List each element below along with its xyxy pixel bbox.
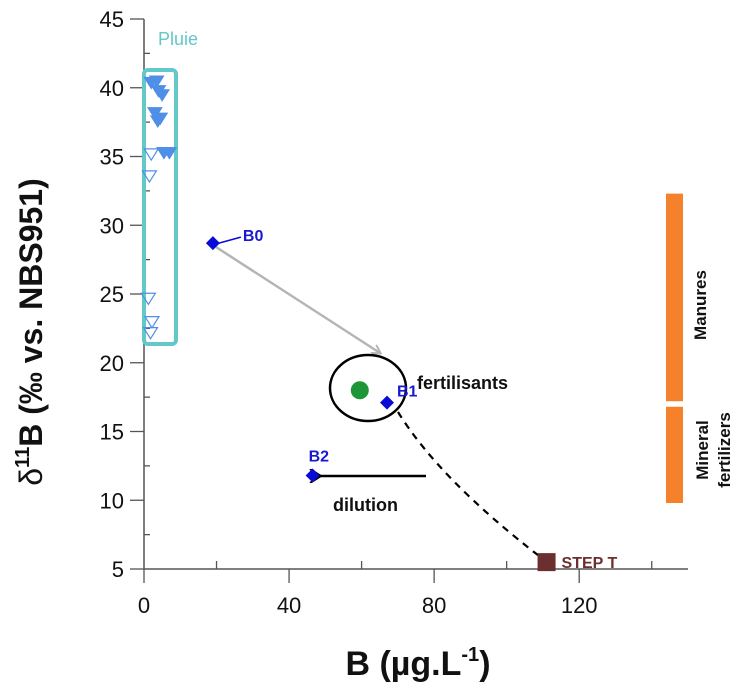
x-tick-labels: 0 40 80 120 — [138, 593, 598, 618]
y-tick-label: 30 — [100, 213, 124, 238]
rain-point — [148, 75, 165, 89]
fertilisants-label: fertilisants — [417, 373, 508, 393]
rain-point — [140, 292, 157, 306]
y-tick-label: 15 — [100, 420, 124, 445]
x-tick-label: 80 — [422, 593, 446, 618]
y-axis-title-delta: δ — [13, 468, 49, 486]
mineral-label: Mineral fertilizers — [693, 412, 734, 488]
y-tick-label: 45 — [100, 7, 124, 32]
mineral-label-line1: Mineral — [693, 420, 712, 480]
point-label: B2 — [309, 449, 330, 466]
y-tick-labels: 5 10 15 20 25 30 35 40 45 — [100, 7, 124, 582]
dilution-label: dilution — [333, 495, 398, 515]
point-label: B1 — [397, 384, 418, 401]
x-axis-title-sup: -1 — [461, 644, 479, 666]
b0-to-fertilisants-arrow — [215, 245, 380, 353]
y-axis-title-rest: B (‰ vs. NBS951) — [13, 178, 49, 447]
point-label: B0 — [243, 228, 264, 245]
fertilisants-ellipse — [328, 353, 408, 423]
y-tick-label: 10 — [100, 488, 124, 513]
rain-point — [143, 316, 161, 329]
rain-label: Pluie — [158, 29, 198, 49]
sample-point — [305, 468, 320, 483]
x-axis-title-main: B (µg.L — [345, 645, 461, 683]
rain-point — [143, 148, 160, 162]
x-tick-label: 120 — [561, 593, 598, 618]
fertilisant-point — [350, 381, 369, 400]
x-tick-label: 0 — [138, 593, 150, 618]
step-point — [537, 553, 556, 572]
mineral-fertilizers-band — [666, 406, 683, 503]
x-axis-title-end: ) — [479, 645, 490, 683]
y-tick-label: 5 — [112, 557, 124, 582]
rain-point — [152, 112, 169, 126]
y-tick-label: 40 — [100, 76, 124, 101]
b0-leader-line — [218, 236, 242, 244]
y-tick-label: 35 — [100, 145, 124, 170]
sample-point — [205, 236, 220, 251]
y-axis-title: δ11B (‰ vs. NBS951) — [12, 178, 49, 486]
y-axis-title-sup: 11 — [12, 447, 34, 468]
rain-point — [154, 89, 171, 102]
rain-point — [141, 170, 158, 184]
data-marks: B0 B1 B2 STEP T — [140, 75, 618, 572]
x-axis-title: B (µg.L-1) — [345, 644, 490, 683]
point-label: STEP T — [562, 555, 618, 572]
rain-point — [161, 146, 178, 160]
axes — [130, 18, 688, 583]
mineral-label-line2: fertilizers — [715, 412, 734, 488]
y-tick-label: 20 — [100, 351, 124, 376]
rain-point — [142, 327, 159, 340]
b1-to-step-dashed-curve — [397, 411, 544, 560]
y-tick-label: 25 — [100, 282, 124, 307]
manures-band — [666, 193, 683, 402]
sample-point — [379, 395, 394, 410]
x-tick-label: 40 — [277, 593, 301, 618]
rain-group-box — [142, 68, 178, 346]
manures-label: Manures — [691, 270, 710, 340]
